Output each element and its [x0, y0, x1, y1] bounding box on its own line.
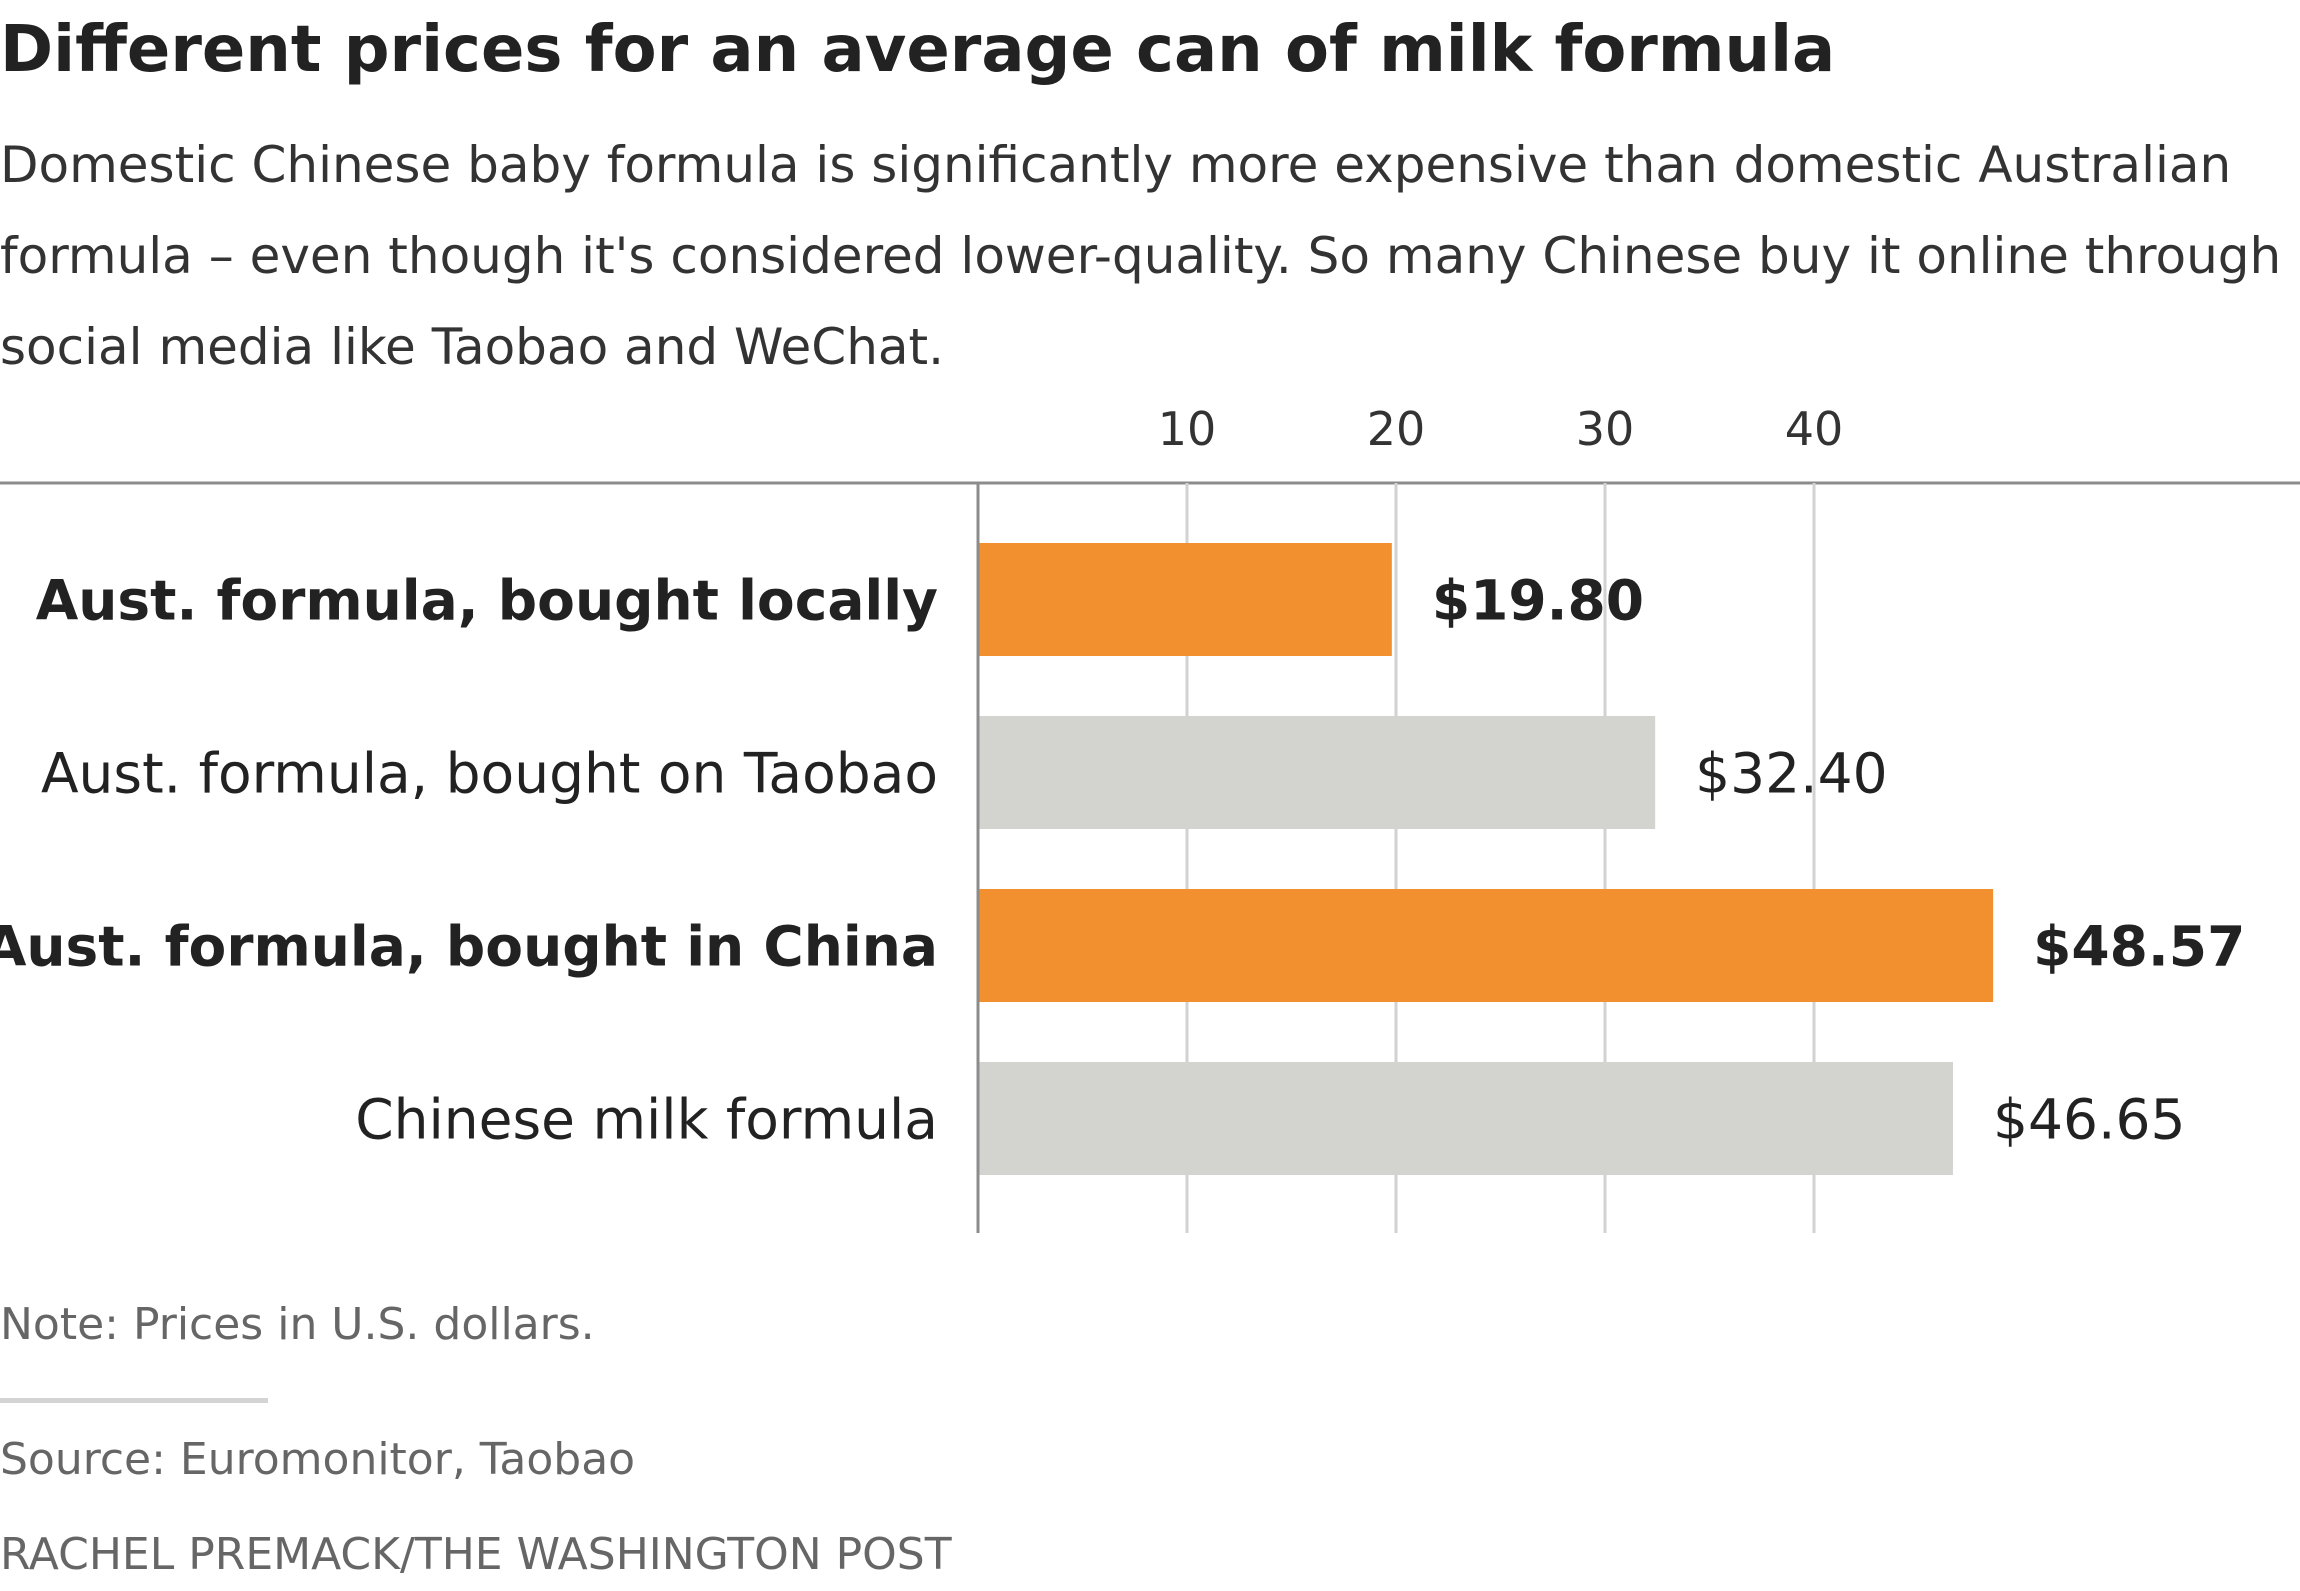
bar: [978, 1062, 1953, 1175]
chart-credit: RACHEL PREMACK/THE WASHINGTON POST: [0, 1529, 952, 1580]
value-label: $32.40: [1695, 742, 1887, 806]
x-tick-label: 10: [1158, 402, 1217, 456]
value-label: $46.65: [1993, 1088, 2185, 1152]
bar: [978, 543, 1392, 656]
bar: [978, 716, 1656, 829]
x-tick-label: 30: [1576, 402, 1635, 456]
category-label: Aust. formula, bought in China: [0, 915, 938, 979]
bar-chart: 10 20 30 40 Aust. formula, bought locally $19…: [0, 390, 2300, 1245]
chart-title: Different prices for an average can of m…: [0, 13, 1836, 87]
chart-source: Source: Euromonitor, Taobao: [0, 1434, 636, 1485]
category-label: Chinese milk formula: [355, 1088, 938, 1152]
category-label: Aust. formula, bought on Taobao: [41, 742, 938, 806]
chart-subtitle: Domestic Chinese baby formula is signifi…: [0, 136, 2282, 376]
category-label: Aust. formula, bought locally: [36, 569, 938, 633]
bar: [978, 889, 1994, 1002]
value-label: $19.80: [1432, 569, 1644, 633]
x-tick-label: 20: [1367, 402, 1426, 456]
chart-note: Note: Prices in U.S. dollars.: [0, 1299, 595, 1350]
value-label: $48.57: [2033, 915, 2245, 979]
note-divider: [0, 1398, 268, 1403]
x-tick-label: 40: [1785, 402, 1844, 456]
bar-chart-svg: 10 20 30 40 Aust. formula, bought locally $19…: [0, 402, 2300, 1233]
